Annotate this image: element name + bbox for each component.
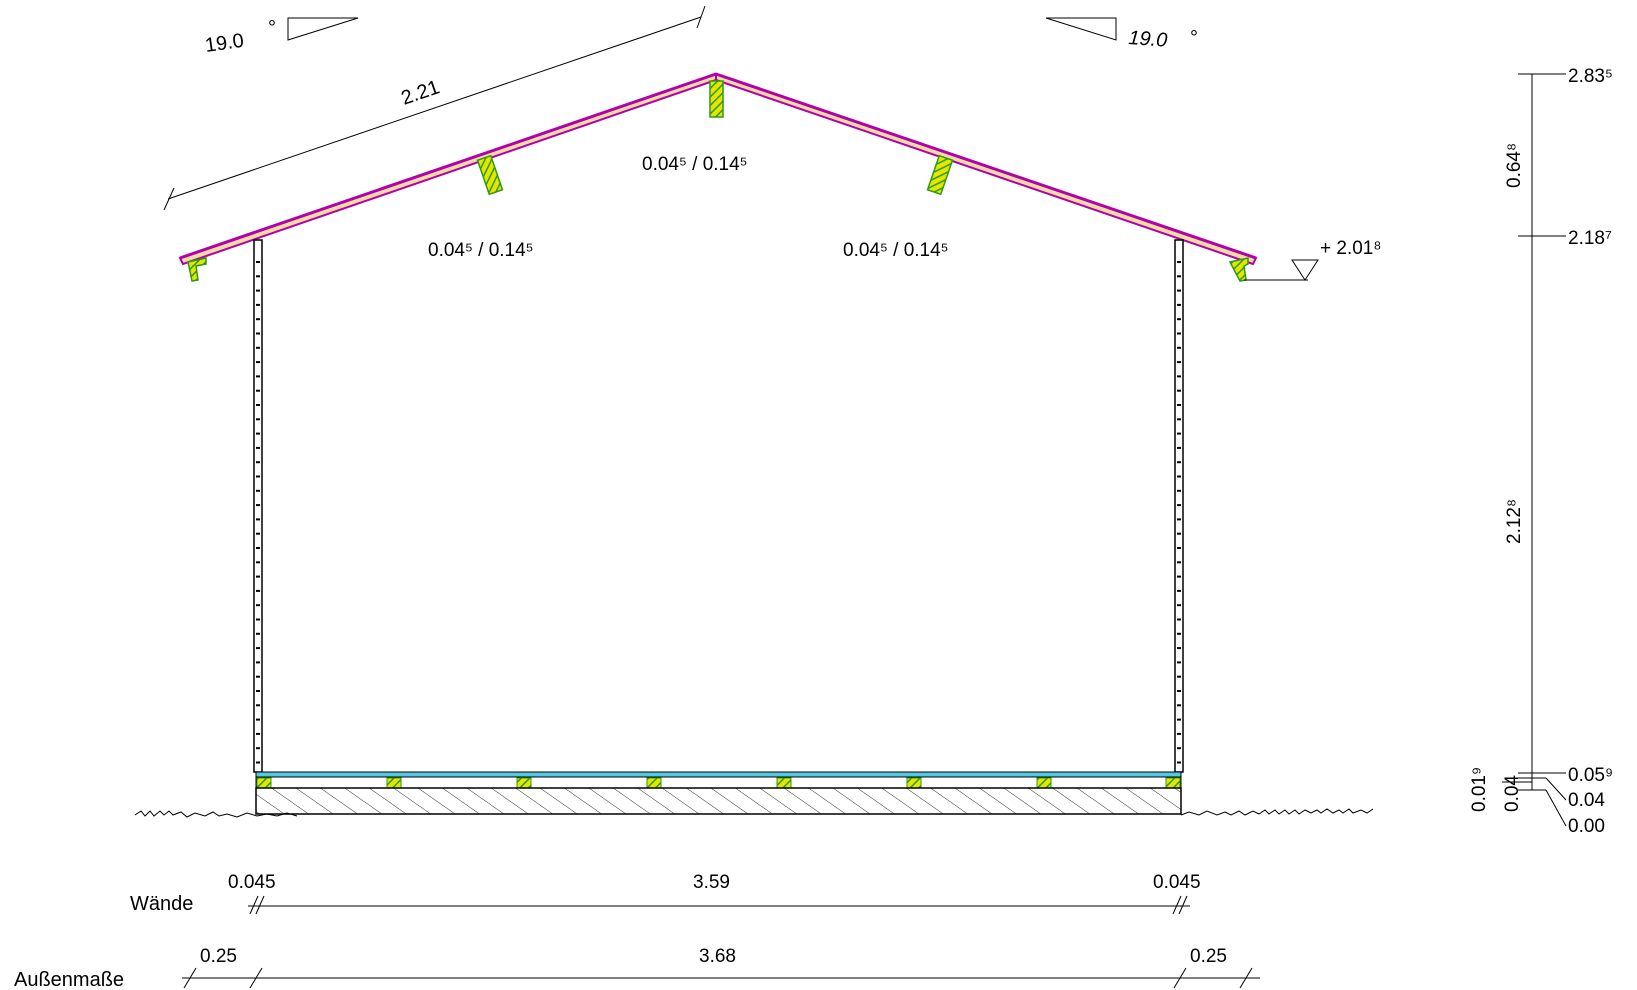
ridge-beam [709, 80, 724, 118]
ground-line [134, 808, 1374, 818]
floor-joist [1036, 777, 1052, 789]
slope-right-value: 19.0 [1128, 27, 1168, 52]
outer-row-label: Außenmaße [14, 969, 124, 990]
floor-slab [255, 787, 1182, 815]
section-right-label: 0.04⁵ / 0.14⁵ [843, 240, 949, 261]
floor-joist [646, 777, 662, 789]
rafter-left [476, 154, 504, 196]
slab-thickness-label: 0.04 [1502, 775, 1523, 812]
floor-joist [1165, 777, 1181, 789]
outer-width: 3.68 [699, 946, 736, 967]
slope-left-degree: ° [268, 17, 276, 39]
rafter-right [926, 154, 954, 196]
floor-joist [256, 777, 272, 789]
wall-height-label: 2.12⁸ [1504, 499, 1525, 544]
rafter-length-dimension [163, 5, 706, 211]
height-chain [1502, 73, 1567, 827]
floor-joist [516, 777, 532, 789]
level-floor-top: 0.05⁹ [1568, 765, 1613, 786]
wall-left-width: 0.045 [228, 872, 276, 893]
wall-right-width: 0.045 [1153, 872, 1201, 893]
slope-triangle-left [287, 17, 359, 41]
floor-board [255, 771, 1182, 778]
eave-bracket-left [187, 257, 207, 282]
level-top: 2.83⁵ [1568, 66, 1613, 87]
eave-level-label: + 2.01⁸ [1320, 238, 1381, 259]
eave-level-marker [1244, 259, 1319, 281]
overhang-left-width: 0.25 [200, 946, 237, 967]
level-ground: 0.00 [1568, 816, 1605, 837]
wall-inner-width: 3.59 [693, 872, 730, 893]
floor-thickness-label: 0.01⁹ [1469, 767, 1490, 812]
rafter-length-label: 2.21 [398, 76, 442, 109]
overhang-right-width: 0.25 [1190, 946, 1227, 967]
level-slab-top: 0.04 [1568, 790, 1605, 811]
eave-bracket-right [1228, 257, 1249, 282]
wall-left [253, 239, 263, 773]
slope-right-degree: ° [1190, 27, 1198, 49]
walls-row-label: Wände [130, 893, 193, 915]
section-center-label: 0.04⁵ / 0.14⁵ [642, 154, 748, 175]
section-left-label: 0.04⁵ / 0.14⁵ [428, 240, 534, 261]
rafters [187, 80, 1249, 282]
walls-dimension-line [248, 895, 1190, 915]
wall-right [1174, 239, 1184, 773]
slope-triangle-right [1045, 17, 1117, 41]
floor-joist [386, 777, 402, 789]
outer-dimension-line [182, 967, 1260, 989]
roof [178, 72, 1258, 266]
roof-height-label: 0.64⁸ [1504, 143, 1525, 188]
floor-joist [906, 777, 922, 789]
floor [255, 771, 1182, 815]
level-wall-top: 2.18⁷ [1568, 228, 1612, 249]
floor-joist [776, 777, 792, 789]
slope-left-value: 19.0 [204, 30, 246, 57]
